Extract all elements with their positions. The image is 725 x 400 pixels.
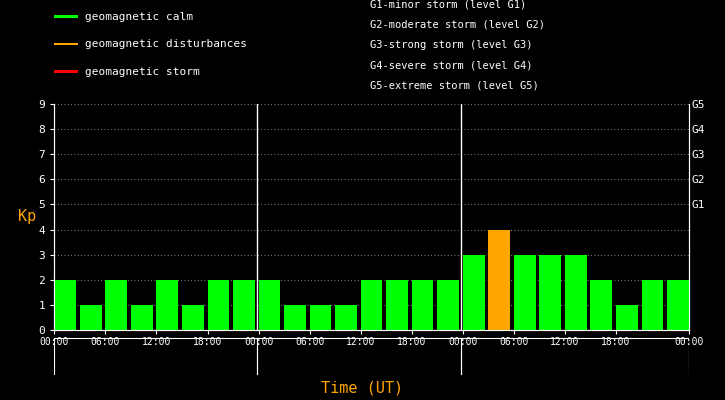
Text: geomagnetic disturbances: geomagnetic disturbances — [85, 39, 246, 49]
Bar — [616, 305, 638, 330]
Bar — [54, 15, 78, 18]
Bar — [310, 305, 331, 330]
Bar — [667, 280, 689, 330]
Text: geomagnetic calm: geomagnetic calm — [85, 12, 193, 22]
Bar — [54, 280, 76, 330]
Bar — [463, 255, 484, 330]
Bar — [590, 280, 612, 330]
Text: G1-minor storm (level G1): G1-minor storm (level G1) — [370, 0, 526, 10]
Bar — [233, 280, 254, 330]
Bar — [437, 280, 459, 330]
Bar — [182, 305, 204, 330]
Bar — [361, 280, 382, 330]
Bar — [80, 305, 102, 330]
Bar — [54, 70, 78, 73]
Text: G3-strong storm (level G3): G3-strong storm (level G3) — [370, 40, 532, 50]
Y-axis label: Kp: Kp — [18, 210, 36, 224]
Bar — [489, 230, 510, 330]
Bar — [335, 305, 357, 330]
Bar — [157, 280, 178, 330]
Text: G4-severe storm (level G4): G4-severe storm (level G4) — [370, 60, 532, 70]
Bar — [131, 305, 153, 330]
Bar — [105, 280, 127, 330]
Text: Time (UT): Time (UT) — [321, 380, 404, 395]
Bar — [284, 305, 306, 330]
Text: geomagnetic storm: geomagnetic storm — [85, 67, 199, 77]
Bar — [539, 255, 561, 330]
Bar — [259, 280, 281, 330]
Bar — [386, 280, 408, 330]
Bar — [565, 255, 587, 330]
Bar — [514, 255, 536, 330]
Text: G5-extreme storm (level G5): G5-extreme storm (level G5) — [370, 80, 539, 90]
Text: G2-moderate storm (level G2): G2-moderate storm (level G2) — [370, 20, 544, 30]
Bar — [54, 43, 78, 46]
Bar — [642, 280, 663, 330]
Bar — [412, 280, 434, 330]
Bar — [207, 280, 229, 330]
